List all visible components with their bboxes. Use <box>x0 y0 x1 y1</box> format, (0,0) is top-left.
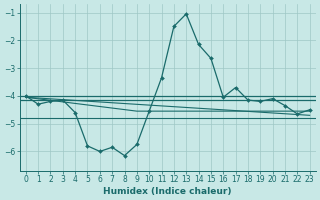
X-axis label: Humidex (Indice chaleur): Humidex (Indice chaleur) <box>103 187 232 196</box>
